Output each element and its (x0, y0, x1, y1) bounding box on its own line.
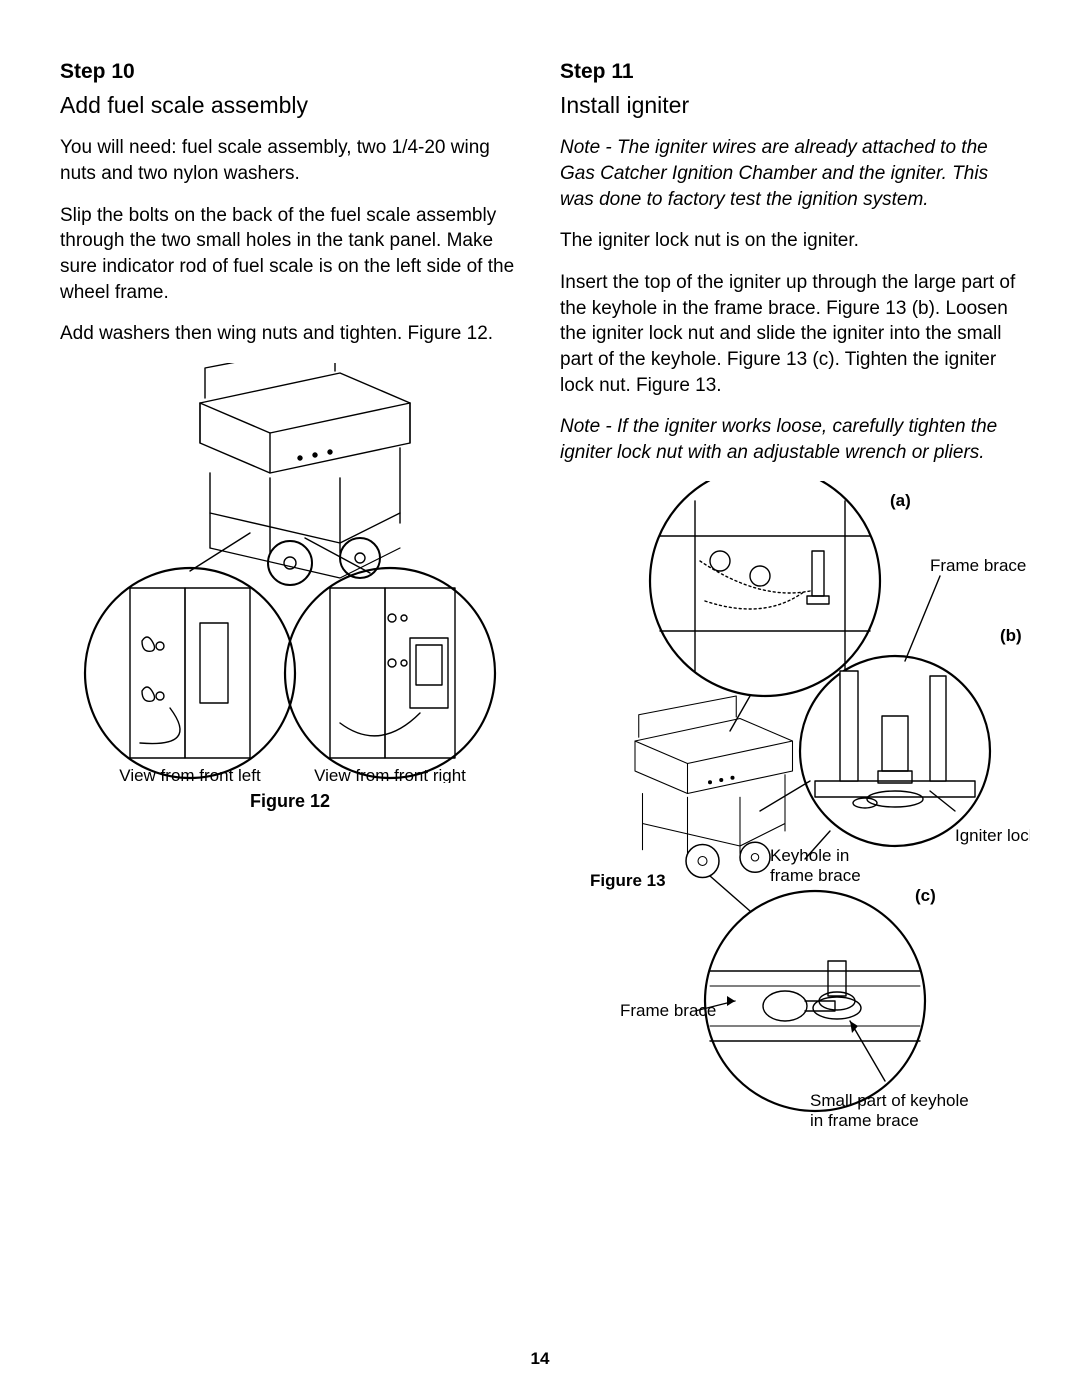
fig13-lock-nut: Igniter lock nut (955, 826, 1030, 845)
figure-12-area: View from front left View from front rig… (60, 363, 520, 813)
right-column: Step 11 Install igniter Note - The ignit… (560, 58, 1020, 1141)
step10-p3: Add washers then wing nuts and tighten. … (60, 321, 520, 347)
step11-note2: Note - If the igniter works loose, caref… (560, 414, 1020, 465)
fig12-view-right-label: View from front right (314, 766, 466, 783)
step10-p2: Slip the bolts on the back of the fuel s… (60, 203, 520, 306)
figure-12-illustration: View from front left View from front rig… (70, 363, 510, 783)
step11-heading: Step 11 (560, 58, 1020, 86)
step11-p2: Insert the top of the igniter up through… (560, 270, 1020, 398)
fig13-small-keyhole-line2: in frame brace (810, 1111, 919, 1130)
figure-13-illustration: (a) (b) (c) Frame brace Igniter lock nut… (560, 481, 1030, 1141)
fig13-label-a: (a) (890, 491, 911, 510)
two-column-layout: Step 10 Add fuel scale assembly You will… (60, 58, 1020, 1141)
step11-p1: The igniter lock nut is on the igniter. (560, 228, 1020, 254)
figure-13-area: (a) (b) (c) Frame brace Igniter lock nut… (560, 481, 1020, 1141)
figure-13-caption: Figure 13 (590, 871, 666, 890)
step10-p1: You will need: fuel scale assembly, two … (60, 135, 520, 186)
step11-title: Install igniter (560, 90, 1020, 121)
step11-note1: Note - The igniter wires are already att… (560, 135, 1020, 212)
fig12-view-left-label: View from front left (119, 766, 261, 783)
fig13-label-b: (b) (1000, 626, 1022, 645)
page-number: 14 (0, 1348, 1080, 1371)
fig13-keyhole-line1: Keyhole in (770, 846, 849, 865)
step10-heading: Step 10 (60, 58, 520, 86)
fig13-label-c: (c) (915, 886, 936, 905)
fig13-keyhole-line2: frame brace (770, 866, 861, 885)
step10-title: Add fuel scale assembly (60, 90, 520, 121)
left-column: Step 10 Add fuel scale assembly You will… (60, 58, 520, 1141)
fig13-frame-brace-top: Frame brace (930, 556, 1026, 575)
figure-12-caption: Figure 12 (60, 789, 520, 813)
fig13-frame-brace-bottom: Frame brace (620, 1001, 716, 1020)
fig13-small-keyhole-line1: Small part of keyhole (810, 1091, 969, 1110)
